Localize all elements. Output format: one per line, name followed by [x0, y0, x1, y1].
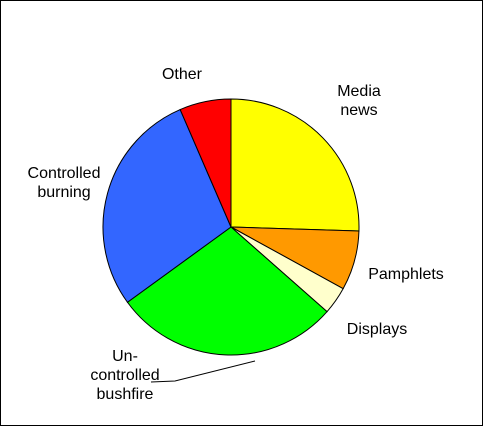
pie-slice-other [179, 98, 232, 228]
leader-line-un-controlled-bushfire [150, 360, 256, 383]
leader-lines [150, 360, 256, 383]
pie-slice-controlled-burning [102, 108, 232, 303]
pie-slice-media-news [230, 98, 360, 232]
pie-slices [102, 98, 360, 356]
slice-label-other: Other [162, 66, 203, 83]
slice-labels: Media news Pamphlets Displays Un-controlled b… [28, 66, 444, 403]
pie-slice-un-controlled-bushfire [126, 226, 328, 356]
slice-label-media-news: Media news [337, 83, 381, 119]
slice-label-un-controlled-bushfire: Un-controlled bushfire [90, 348, 159, 403]
slice-label-displays: Displays [347, 321, 407, 338]
slice-label-controlled-burning: Controlled burning [28, 165, 101, 201]
slice-label-pamphlets: Pamphlets [368, 266, 444, 283]
